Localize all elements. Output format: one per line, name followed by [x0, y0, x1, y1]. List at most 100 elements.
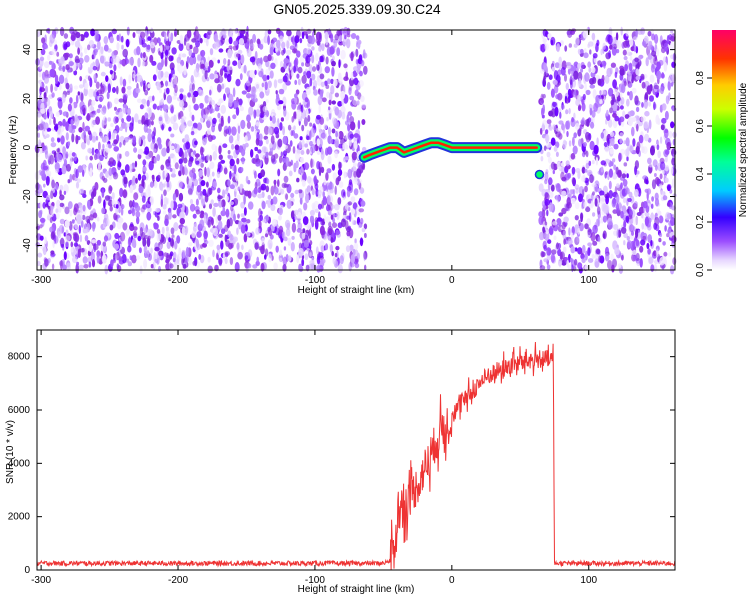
heatmap-noise-cell: [309, 215, 315, 224]
heatmap-noise-cell: [123, 139, 126, 146]
heatmap-noise-cell: [252, 33, 257, 43]
heatmap-noise-cell: [150, 30, 155, 39]
heatmap-noise-cell: [659, 136, 663, 144]
heatmap-noise-cell: [255, 83, 260, 89]
heatmap-noise-cell: [301, 139, 305, 148]
heatmap-noise-cell: [625, 137, 630, 147]
heatmap-noise-cell: [189, 111, 193, 119]
heatmap-noise-cell: [344, 156, 350, 161]
heatmap-noise-cell: [192, 213, 197, 219]
heatmap-noise-cell: [150, 264, 154, 269]
heatmap-noise-cell: [163, 189, 167, 196]
heatmap-noise-cell: [358, 80, 364, 87]
heatmap-noise-cell: [173, 143, 178, 149]
heatmap-noise-cell: [214, 78, 220, 84]
heatmap-noise-cell: [165, 87, 170, 95]
heatmap-noise-cell: [194, 153, 200, 158]
heatmap-noise-cell: [610, 62, 617, 68]
heatmap-noise-cell: [114, 243, 120, 250]
heatmap-noise-cell: [105, 170, 110, 178]
heatmap-noise-cell: [153, 262, 157, 268]
heatmap-noise-cell: [543, 258, 549, 263]
heatmap-noise-cell: [189, 203, 196, 212]
heatmap-noise-cell: [170, 116, 176, 124]
heatmap-noise-cell: [47, 27, 51, 35]
heatmap-noise-cell: [135, 87, 141, 94]
heatmap-noise-cell: [93, 243, 99, 251]
heatmap-noise-cell: [633, 44, 637, 53]
heatmap-noise-cell: [659, 256, 665, 266]
heatmap-noise-cell: [156, 105, 160, 111]
heatmap-noise-cell: [646, 188, 652, 195]
heatmap-noise-cell: [43, 122, 49, 130]
heatmap-noise-cell: [623, 240, 626, 246]
heatmap-noise-cell: [264, 254, 267, 260]
heatmap-noise-cell: [150, 247, 153, 254]
heatmap-noise-cell: [622, 197, 627, 204]
heatmap-noise-cell: [622, 179, 628, 187]
heatmap-noise-cell: [228, 93, 234, 104]
heatmap-noise-cell: [160, 184, 164, 192]
heatmap-noise-cell: [556, 194, 560, 203]
heatmap-noise-cell: [309, 130, 312, 141]
heatmap-noise-cell: [625, 38, 630, 47]
heatmap-noise-cell: [40, 108, 46, 114]
heatmap-noise-cell: [127, 107, 131, 116]
heatmap-noise-cell: [78, 127, 83, 133]
heatmap-noise-cell: [193, 103, 199, 111]
heatmap-noise-cell: [631, 230, 634, 236]
spectrogram-frame: [36, 29, 676, 271]
heatmap-noise-cell: [282, 157, 286, 163]
heatmap-noise-cell: [301, 179, 306, 187]
heatmap-noise-cell: [658, 215, 664, 224]
heatmap-noise-cell: [179, 88, 184, 93]
heatmap-noise-cell: [106, 218, 110, 227]
y-tick-label: -20: [22, 189, 33, 204]
heatmap-noise-cell: [602, 42, 606, 50]
heatmap-noise-cell: [147, 36, 152, 41]
snr-xlabel: Height of straight line (km): [298, 584, 415, 595]
heatmap-noise-cell: [584, 265, 589, 270]
heatmap-noise-cell: [39, 147, 43, 154]
heatmap-noise-cell: [546, 209, 549, 217]
heatmap-noise-cell: [158, 265, 161, 273]
heatmap-noise-cell: [656, 48, 660, 57]
heatmap-noise-cell: [208, 187, 213, 195]
heatmap-noise-cell: [203, 107, 210, 116]
heatmap-noise-cell: [226, 73, 232, 83]
heatmap-noise-cell: [187, 120, 193, 127]
heatmap-noise-cell: [329, 244, 334, 253]
heatmap-noise-cell: [293, 111, 297, 119]
heatmap-noise-cell: [137, 153, 142, 160]
heatmap-noise-cell: [324, 243, 329, 251]
heatmap-noise-cell: [72, 232, 78, 237]
heatmap-noise-cell: [607, 118, 613, 128]
heatmap-noise-cell: [577, 62, 582, 69]
heatmap-noise-cell: [165, 80, 168, 87]
heatmap-noise-cell: [90, 113, 96, 118]
heatmap-noise-cell: [334, 150, 338, 159]
heatmap-noise-cell: [621, 226, 627, 234]
heatmap-noise-cell: [55, 152, 61, 162]
heatmap-noise-cell: [84, 125, 91, 132]
heatmap-noise-cell: [327, 78, 331, 85]
heatmap-noise-cell: [616, 183, 620, 189]
heatmap-noise-cell: [281, 231, 286, 239]
snr-frame: [36, 329, 676, 571]
heatmap-noise-cell: [206, 181, 209, 188]
heatmap-noise-cell: [203, 214, 207, 224]
heatmap-noise-cell: [343, 171, 347, 179]
heatmap-noise-cell: [183, 157, 188, 164]
heatmap-noise-cell: [198, 193, 202, 200]
heatmap-noise-cell: [206, 154, 210, 161]
heatmap-noise-cell: [269, 146, 274, 155]
heatmap-noise-cell: [103, 177, 108, 183]
heatmap-noise-cell: [49, 110, 54, 120]
y-tick-label: 6000: [8, 405, 31, 416]
heatmap-noise-cell: [63, 33, 69, 39]
heatmap-noise-cell: [166, 241, 171, 249]
heatmap-noise-cell: [221, 83, 225, 90]
heatmap-noise-cell: [597, 78, 602, 86]
heatmap-noise-cell: [69, 173, 73, 183]
heatmap-noise-cell: [151, 60, 157, 66]
